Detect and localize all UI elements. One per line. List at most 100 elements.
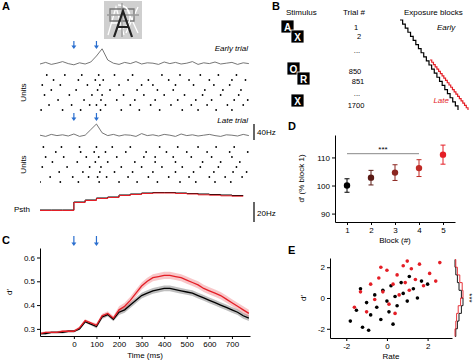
- spike: [229, 84, 231, 86]
- tick-label: 2: [321, 263, 326, 272]
- point: [379, 318, 383, 322]
- point: [405, 299, 409, 303]
- column-header: Trial #: [343, 8, 365, 17]
- spike: [138, 109, 140, 111]
- psth-step: [164, 192, 175, 193]
- spike: [116, 99, 118, 101]
- spike: [42, 146, 44, 148]
- trial-label: Late trial: [217, 116, 248, 125]
- spike: [123, 94, 125, 96]
- spike: [166, 151, 168, 153]
- spike: [40, 181, 41, 183]
- stimulus-letter: O: [290, 64, 298, 75]
- error-cap: [369, 170, 374, 171]
- exposure-line: [430, 60, 468, 110]
- spike: [50, 89, 52, 91]
- spike: [89, 104, 91, 106]
- point: [387, 310, 391, 314]
- psth-step: [63, 210, 74, 211]
- spike: [179, 74, 181, 76]
- spike: [85, 156, 87, 158]
- spike: [61, 146, 63, 148]
- psth-step: [96, 199, 107, 201]
- rate-trace: [40, 124, 249, 136]
- histogram-bin: [455, 329, 457, 337]
- psth-step: [119, 196, 130, 198]
- tick-mark: [37, 281, 40, 282]
- spike: [66, 166, 68, 168]
- tick-label: 700: [226, 340, 240, 349]
- spike: [220, 161, 222, 163]
- point: [391, 282, 395, 286]
- error-bar: [441, 145, 446, 164]
- point: [395, 273, 399, 277]
- spike: [179, 181, 181, 183]
- y-axis: 0.30.40.50.6: [24, 249, 41, 337]
- spike: [222, 89, 224, 91]
- spike: [82, 171, 84, 173]
- psth-step: [63, 210, 74, 211]
- spike: [64, 74, 66, 76]
- tick-label: 3: [393, 226, 398, 235]
- trial-number: 851: [352, 77, 365, 86]
- spike: [159, 146, 161, 148]
- point: [422, 284, 426, 288]
- point: [401, 292, 405, 296]
- spike: [236, 74, 238, 76]
- scale-bar-label: 40Hz: [257, 128, 276, 137]
- point: [355, 309, 359, 313]
- tick-mark: [395, 222, 396, 225]
- point: [416, 165, 422, 171]
- spike: [55, 151, 57, 153]
- spike: [215, 146, 217, 148]
- point: [367, 329, 371, 333]
- point: [418, 262, 422, 266]
- tick-mark: [37, 305, 40, 306]
- tick: 5: [441, 222, 446, 235]
- tick-label: -2: [318, 325, 326, 334]
- spike: [98, 156, 100, 158]
- spike: [118, 181, 120, 183]
- spike: [197, 109, 199, 111]
- spike: [58, 171, 60, 173]
- spike: [211, 156, 213, 158]
- spike: [77, 79, 79, 81]
- histogram-bin: [459, 306, 461, 314]
- spike: [129, 146, 131, 148]
- tick: 0: [321, 294, 330, 303]
- arrow-head: [71, 46, 76, 50]
- tick: 90: [321, 210, 335, 219]
- arrow-shaft: [73, 113, 74, 118]
- trial-number: ...: [354, 46, 360, 55]
- psth-plot: [40, 193, 243, 211]
- psth-step: [85, 200, 96, 202]
- point: [349, 319, 353, 323]
- spike: [125, 151, 127, 153]
- spike: [242, 104, 244, 106]
- tick: 0.5: [24, 277, 40, 286]
- psth-series: [40, 193, 243, 211]
- spike: [246, 171, 248, 173]
- spike: [80, 109, 82, 111]
- histogram-bin: [455, 313, 457, 321]
- tick-label: 0.6: [24, 254, 36, 263]
- tick-label: 600: [203, 340, 217, 349]
- panel-label: D: [288, 120, 296, 132]
- image-stroke: [114, 11, 132, 37]
- spike: [88, 176, 90, 178]
- psth-step: [74, 202, 85, 210]
- point: [368, 174, 374, 180]
- spike: [152, 171, 154, 173]
- spike: [172, 89, 174, 91]
- tick-label: 1: [345, 226, 350, 235]
- x-axis: 12345: [336, 222, 456, 235]
- psth-step: [164, 193, 175, 194]
- tick-mark: [142, 336, 143, 339]
- scale-bar: [253, 202, 254, 222]
- x-axis-line: [331, 338, 453, 339]
- spike: [150, 104, 152, 106]
- spike: [101, 94, 103, 96]
- axis-title: d′: [299, 295, 308, 301]
- point: [385, 269, 389, 273]
- point: [393, 312, 397, 316]
